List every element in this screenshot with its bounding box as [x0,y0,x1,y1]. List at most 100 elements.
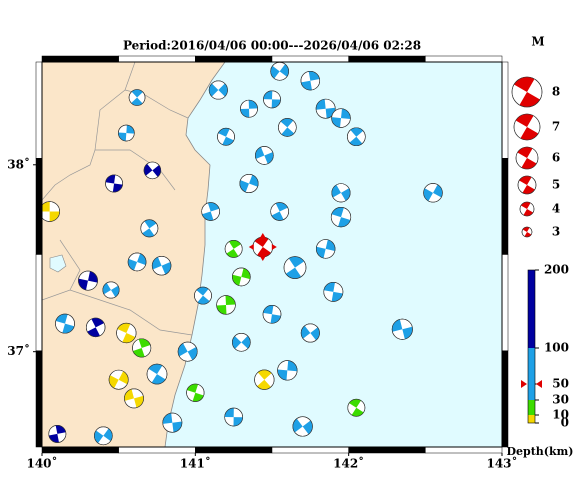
beach-ball [105,174,123,193]
compression-quadrant [239,174,259,193]
compression-quadrant [128,253,147,271]
depth-tick-label: 30 [552,393,569,407]
ball-outline [315,98,336,119]
beach-ball [315,239,336,259]
ball-outline [517,175,537,195]
ball-outline [42,201,60,222]
beach-ball [194,286,212,305]
frame-band [118,446,196,454]
depth-band [528,270,535,348]
frame-band [348,55,426,63]
x-tick-label: 142˚ [333,456,364,471]
compression-quadrant [102,282,120,298]
frame-band [41,446,119,454]
x-tick-label: 143˚ [486,456,517,471]
beach-ball [42,201,60,222]
frame-band [41,55,119,63]
beach-ball [423,183,443,203]
beach-ball [300,70,321,91]
ball-outline [262,305,282,324]
ball-outline [391,318,413,340]
ball-outline [48,425,67,443]
ball-outline [127,252,147,272]
ball-outline [330,207,352,228]
ball-outline [519,201,535,217]
beach-ball [252,236,274,258]
beach-ball [511,76,543,108]
beach-ball [292,416,313,437]
ball-outline [292,416,313,437]
beach-ball [177,341,198,362]
compression-quadrant [152,257,172,275]
frame-band [501,254,509,351]
latest-marker [271,244,277,251]
compression-quadrant [515,114,539,140]
beach-ball [146,363,168,385]
compression-quadrant [349,399,364,417]
compression-quadrant [316,99,336,119]
ball-outline [140,219,159,238]
ball-outline [146,363,168,385]
beach-ball [347,127,366,147]
map-body [42,62,443,447]
beach-ball [347,398,366,417]
beach-ball [277,360,298,381]
compression-quadrant [240,100,258,118]
ball-outline [94,426,113,446]
y-tick-label: 38˚ [7,156,30,171]
compression-quadrant [232,335,251,349]
ball-outline [255,146,274,165]
ball-outline [331,183,351,203]
beach-ball [283,256,307,279]
ball-outline [132,338,152,358]
compression-quadrant [186,384,204,402]
ball-outline [240,99,258,118]
frame-band [35,254,43,351]
beach-ball [151,256,172,276]
ball-outline [177,341,198,362]
beach-ball [263,90,281,109]
frame-band [118,55,196,63]
beach-ball [224,407,243,427]
beach-ball [255,146,274,165]
beach-ball [323,281,344,302]
compression-quadrant [517,147,537,169]
depth-band [528,348,535,400]
ball-outline [124,388,144,409]
beach-ball [201,202,220,221]
compression-quadrant [124,389,144,408]
ball-outline [232,267,251,287]
compression-quadrant [301,325,320,341]
frame-band [425,55,503,63]
compression-quadrant [144,163,161,177]
compression-quadrant [224,408,243,427]
beach-ball [232,267,251,287]
legend-label: 6 [552,151,560,165]
ball-outline [143,161,162,180]
beach-ball [85,317,106,338]
compression-quadrant [202,202,220,221]
compression-quadrant [270,64,289,79]
compression-quadrant [131,89,143,106]
ball-outline [85,317,106,338]
beach-ball [391,318,413,340]
beach-ball [270,62,289,81]
ball-outline [201,202,220,221]
compression-quadrant [226,240,241,258]
beach-ball [118,124,135,142]
beach-ball [216,295,236,315]
compression-quadrant [105,174,123,193]
compression-quadrant [271,202,288,221]
beach-ball [124,388,144,409]
ball-outline [186,383,205,402]
depth-band [528,400,535,415]
beach-ball [208,80,228,100]
depth-tick-label: 100 [544,341,569,355]
ball-outline [239,173,259,193]
ball-outline [102,281,120,299]
compression-quadrant [218,128,234,146]
compression-quadrant [263,90,281,108]
compression-quadrant [94,428,113,444]
compression-quadrant [349,127,364,146]
